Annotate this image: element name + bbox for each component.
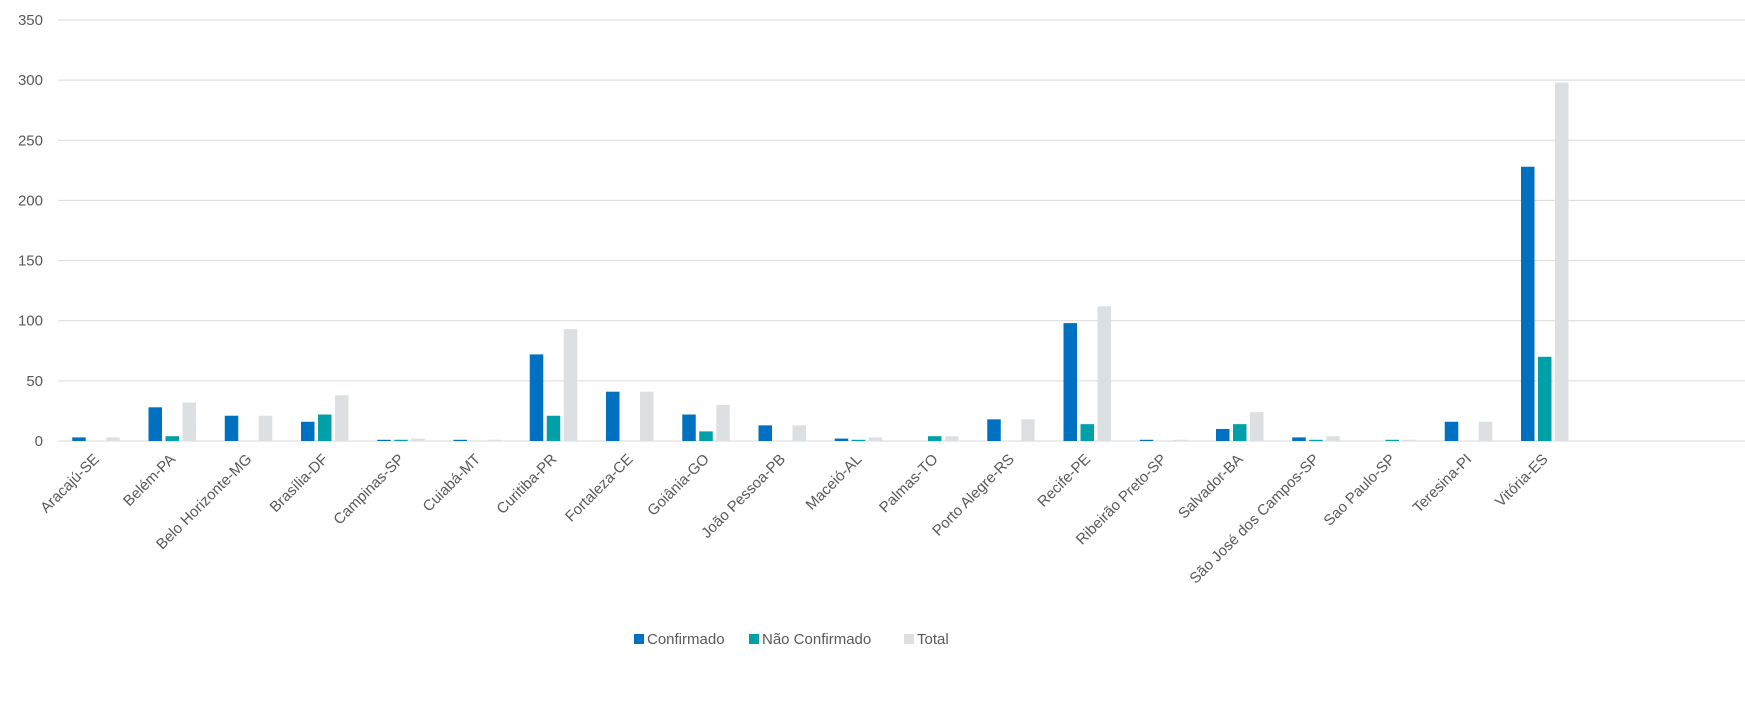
bar-n-o-confirmado	[851, 439, 866, 441]
bar-confirmado	[1521, 166, 1535, 441]
bar-total	[1402, 439, 1416, 441]
bar-total	[716, 404, 730, 441]
bar-total	[258, 415, 273, 441]
legend-swatch	[904, 634, 914, 644]
x-tick-label: Sao Paulo-SP	[1320, 451, 1399, 530]
bar-n-o-confirmado	[165, 436, 179, 441]
bar-n-o-confirmado	[546, 415, 561, 441]
bar-total	[640, 391, 654, 441]
y-axis-ticks: 0 50 100 150 200 250 300 350	[18, 12, 43, 450]
x-tick-label: Fortaleza-CE	[562, 451, 637, 526]
x-tick-label: João Pessoa-PB	[698, 451, 789, 542]
x-tick-label: Teresina-PI	[1410, 451, 1476, 517]
y-tick-label: 50	[26, 373, 43, 390]
x-tick-label: Salvador-BA	[1175, 451, 1247, 523]
legend-swatch	[634, 634, 644, 644]
bar-total	[1250, 412, 1264, 441]
bar-n-o-confirmado	[318, 414, 332, 441]
x-tick-label: Maceió-AL	[803, 451, 866, 514]
bar-confirmado	[1139, 439, 1154, 441]
bar-total	[106, 437, 120, 441]
bar-n-o-confirmado	[699, 431, 713, 441]
bar-confirmado	[529, 354, 544, 441]
x-tick-label: Recife-PE	[1034, 451, 1094, 511]
bar-n-o-confirmado	[1233, 424, 1247, 441]
bar-total	[1326, 436, 1340, 441]
bar-total	[182, 402, 196, 441]
bar-total	[792, 425, 806, 441]
legend-label: Confirmado	[647, 631, 725, 648]
bar-total	[1097, 306, 1111, 441]
bar-confirmado	[148, 407, 162, 441]
bar-n-o-confirmado	[928, 436, 942, 441]
bar-confirmado	[224, 415, 239, 441]
bar-confirmado	[1216, 428, 1230, 441]
bar-total	[1478, 421, 1493, 441]
y-tick-label: 350	[18, 12, 43, 29]
y-tick-label: 200	[18, 192, 43, 209]
x-tick-label: Aracajú-SE	[37, 451, 103, 517]
bar-total	[1555, 82, 1569, 441]
legend-swatch	[749, 634, 759, 644]
bar-confirmado	[1444, 421, 1459, 441]
bar-confirmado	[1292, 437, 1306, 441]
x-tick-label: Brasília-DF	[267, 451, 332, 516]
bar-n-o-confirmado	[1538, 356, 1552, 441]
x-tick-label: São José dos Campos-SP	[1186, 451, 1322, 587]
bar-total	[411, 438, 425, 441]
x-tick-label: Goiânia-GO	[644, 451, 713, 520]
bar-confirmado	[758, 425, 772, 441]
x-tick-label: Vitória-ES	[1492, 451, 1552, 511]
bar-confirmado	[987, 419, 1001, 441]
y-tick-label: 0	[35, 433, 43, 450]
y-tick-label: 250	[18, 132, 43, 149]
bar-n-o-confirmado	[1309, 439, 1323, 441]
bar-total	[868, 437, 883, 441]
bar-total	[335, 395, 349, 441]
legend-label: Total	[917, 631, 949, 648]
bar-confirmado	[682, 414, 696, 441]
bar-confirmado	[606, 391, 620, 441]
bar-n-o-confirmado	[394, 439, 408, 441]
gridlines	[58, 19, 1745, 442]
bar-n-o-confirmado	[1080, 424, 1094, 441]
bar-total	[1173, 439, 1188, 441]
x-tick-label: Porto Alegre-RS	[929, 451, 1018, 540]
legend: Confirmado Não Confirmado Total	[634, 631, 949, 648]
legend-label: Não Confirmado	[762, 631, 871, 648]
bar-confirmado	[453, 439, 467, 441]
y-tick-label: 100	[18, 313, 43, 330]
bar-confirmado	[377, 439, 391, 441]
bar-total	[487, 439, 501, 441]
bar-total	[1021, 419, 1035, 441]
bar-n-o-confirmado	[1385, 439, 1399, 441]
bar-confirmado	[72, 437, 86, 441]
bars	[72, 82, 1569, 441]
x-tick-label: Campinas-SP	[330, 451, 407, 528]
bar-confirmado	[834, 438, 849, 441]
bar-confirmado	[301, 421, 315, 441]
x-tick-label: Curitiba-PR	[493, 451, 560, 518]
bar-total	[945, 436, 959, 441]
x-tick-label: Cuiabá-MT	[420, 451, 484, 515]
x-tick-label: Palmas-TO	[876, 451, 941, 516]
bar-total	[563, 329, 578, 441]
x-tick-label: Belém-PA	[120, 451, 179, 510]
y-tick-label: 300	[18, 72, 43, 89]
y-tick-label: 150	[18, 253, 43, 270]
bar-confirmado	[1063, 323, 1077, 441]
